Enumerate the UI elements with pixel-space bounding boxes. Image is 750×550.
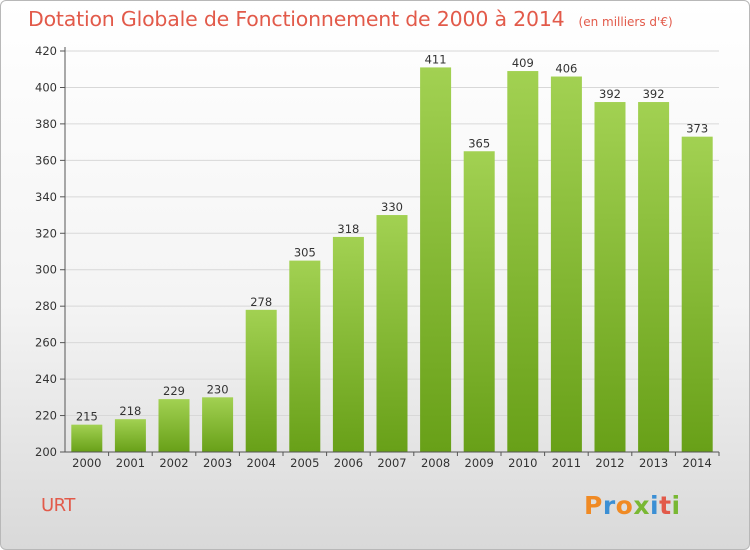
bar-2003[interactable] [202, 397, 234, 452]
bars-layer [71, 67, 713, 453]
bar-2007[interactable] [376, 215, 408, 452]
bar-2013[interactable] [638, 102, 670, 452]
data-label: 373 [686, 122, 708, 136]
y-tick-label: 300 [35, 263, 57, 277]
bar-2006[interactable] [332, 236, 364, 452]
x-tick-label: 2004 [247, 456, 276, 470]
x-tick-label: 2005 [290, 456, 319, 470]
data-label: 305 [294, 246, 316, 260]
x-tick-label: 2014 [683, 456, 712, 470]
data-label: 365 [468, 136, 490, 150]
labels-layer: 215 218 229 230 278 305 318 330 411 365 409 406 392 3… [76, 52, 708, 423]
bar-2004[interactable] [245, 309, 277, 452]
logo-letter: i [671, 491, 681, 520]
bar-2010[interactable] [507, 71, 539, 453]
data-label: 411 [425, 52, 447, 66]
data-label: 218 [119, 404, 141, 418]
y-tick-label: 200 [35, 445, 57, 459]
data-label: 392 [599, 87, 621, 101]
data-label: 230 [207, 382, 229, 396]
bar-2001[interactable] [114, 419, 146, 452]
x-tick-label: 2008 [421, 456, 450, 470]
logo-letter: o [615, 491, 634, 520]
data-label: 318 [337, 222, 359, 236]
data-label: 409 [512, 56, 534, 70]
data-label: 278 [250, 295, 272, 309]
data-label: 406 [555, 62, 577, 76]
bar-2009[interactable] [463, 151, 495, 452]
x-tick-label: 2010 [508, 456, 537, 470]
bar-2012[interactable] [594, 102, 626, 452]
bar-2002[interactable] [158, 399, 190, 452]
y-tick-label: 360 [35, 153, 57, 167]
proxiti-logo[interactable]: Proxiti [584, 491, 681, 520]
data-label: 392 [643, 87, 665, 101]
y-tick-label: 260 [35, 336, 57, 350]
chart-title-text: Dotation Globale de Fonctionnement de 20… [28, 7, 565, 31]
data-label: 229 [163, 384, 185, 398]
logo-letter: t [659, 491, 672, 520]
y-tick-label: 320 [35, 226, 57, 240]
x-tick-label: 2002 [159, 456, 188, 470]
y-tick-label: 240 [35, 372, 57, 386]
chart-unit-label: (en milliers d'€) [578, 15, 673, 29]
y-tick-label: 340 [35, 190, 57, 204]
city-name: URT [41, 495, 75, 516]
logo-letter: i [650, 491, 660, 520]
x-tick-label: 2000 [72, 456, 101, 470]
x-tick-label: 2009 [465, 456, 494, 470]
bar-2014[interactable] [681, 136, 713, 452]
data-label: 330 [381, 200, 403, 214]
logo-letter: r [602, 491, 616, 520]
logo-letter: P [584, 491, 603, 520]
bar-2008[interactable] [420, 67, 452, 453]
y-tick-label: 420 [35, 44, 57, 58]
x-tick-label: 2003 [203, 456, 232, 470]
x-tick-label: 2011 [552, 456, 581, 470]
y-tick-label: 400 [35, 80, 57, 94]
x-tick-label: 2001 [116, 456, 145, 470]
logo-letter: x [633, 491, 650, 520]
x-tick-label: 2013 [639, 456, 668, 470]
y-tick-label: 220 [35, 409, 57, 423]
data-label: 215 [76, 410, 98, 424]
x-tick-label: 2006 [334, 456, 363, 470]
bar-2000[interactable] [71, 424, 103, 452]
x-tick-label: 2012 [595, 456, 624, 470]
chart-title: Dotation Globale de Fonctionnement de 20… [28, 7, 673, 31]
axis-layer: 200 220 240 260 280 300 320 340 360 380 400 420 2000… [35, 44, 720, 470]
y-tick-label: 380 [35, 117, 57, 131]
y-tick-label: 280 [35, 299, 57, 313]
bar-2005[interactable] [289, 260, 321, 452]
bar-2011[interactable] [550, 76, 582, 452]
x-tick-label: 2007 [377, 456, 406, 470]
